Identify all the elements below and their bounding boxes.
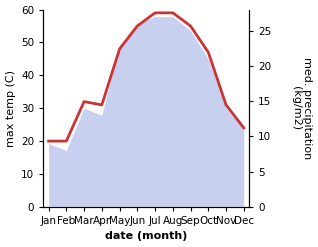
Y-axis label: max temp (C): max temp (C)	[5, 70, 16, 147]
Y-axis label: med. precipitation
(kg/m2): med. precipitation (kg/m2)	[291, 57, 313, 159]
X-axis label: date (month): date (month)	[105, 231, 187, 242]
